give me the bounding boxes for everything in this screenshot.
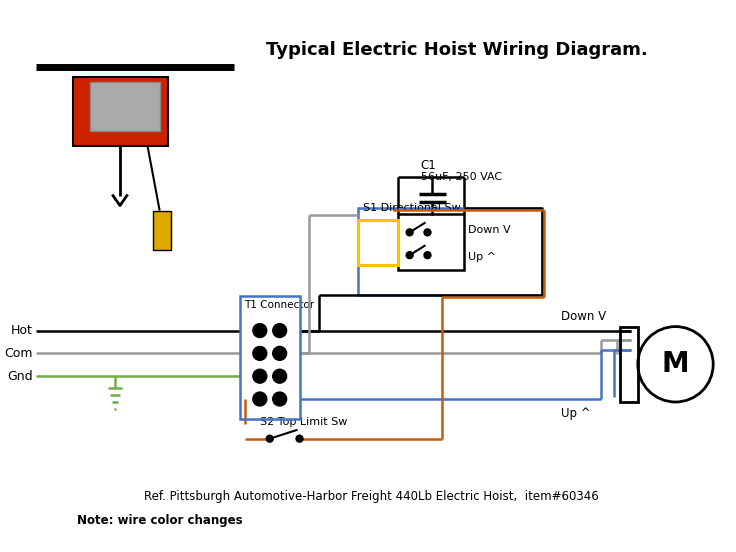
Text: T1 Connector: T1 Connector bbox=[244, 300, 314, 310]
Text: Down V: Down V bbox=[562, 310, 606, 322]
Text: Note: wire color changes: Note: wire color changes bbox=[77, 513, 243, 527]
Bar bbox=[240, 296, 300, 419]
Text: Gnd: Gnd bbox=[7, 370, 32, 383]
Circle shape bbox=[253, 347, 266, 360]
Text: C1: C1 bbox=[420, 159, 436, 172]
Bar bbox=[74, 77, 168, 146]
Circle shape bbox=[406, 229, 413, 236]
Text: Hot: Hot bbox=[11, 324, 32, 337]
Text: Com: Com bbox=[4, 347, 32, 360]
Circle shape bbox=[253, 369, 266, 383]
Bar bbox=[358, 208, 542, 295]
Text: S1 Directional Sw: S1 Directional Sw bbox=[363, 203, 461, 213]
Text: Ref. Pittsburgh Automotive-Harbor Freight 440Lb Electric Hoist,  item#60346: Ref. Pittsburgh Automotive-Harbor Freigh… bbox=[144, 490, 598, 503]
Bar bbox=[152, 210, 171, 250]
Bar bbox=[397, 214, 464, 270]
Text: M: M bbox=[662, 351, 690, 378]
Text: Up ^: Up ^ bbox=[562, 407, 591, 420]
Text: S2 Top Limit Sw: S2 Top Limit Sw bbox=[260, 417, 347, 427]
Circle shape bbox=[273, 369, 286, 383]
Text: 56uF, 250 VAC: 56uF, 250 VAC bbox=[420, 172, 502, 182]
Circle shape bbox=[253, 323, 266, 337]
Bar bbox=[620, 327, 638, 402]
Text: Down V: Down V bbox=[468, 225, 511, 235]
Circle shape bbox=[424, 229, 431, 236]
Text: Up ^: Up ^ bbox=[468, 252, 496, 262]
Circle shape bbox=[273, 323, 286, 337]
Circle shape bbox=[406, 252, 413, 259]
Bar bbox=[91, 82, 160, 131]
Circle shape bbox=[253, 392, 266, 406]
Circle shape bbox=[273, 347, 286, 360]
Circle shape bbox=[424, 252, 431, 259]
Bar bbox=[358, 220, 397, 265]
Text: Typical Electric Hoist Wiring Diagram.: Typical Electric Hoist Wiring Diagram. bbox=[266, 41, 648, 59]
Circle shape bbox=[296, 435, 303, 442]
Circle shape bbox=[273, 392, 286, 406]
Circle shape bbox=[266, 435, 273, 442]
